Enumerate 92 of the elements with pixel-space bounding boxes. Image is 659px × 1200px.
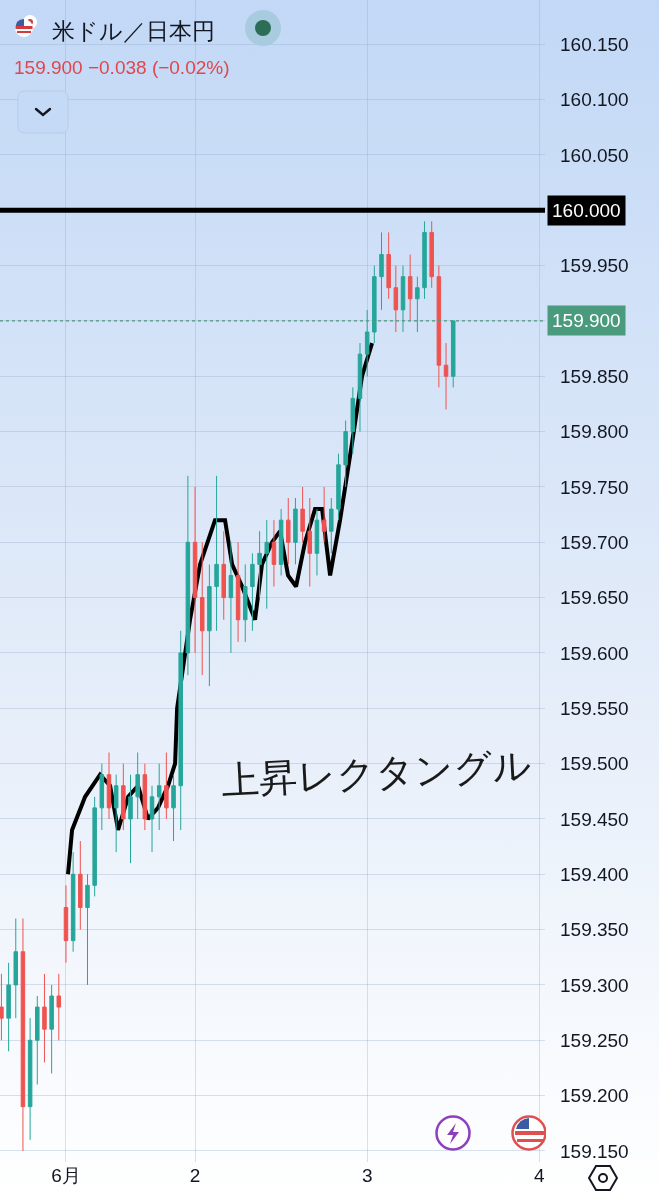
ref-line-label: 159.900 — [552, 310, 621, 331]
annotation: 上昇レクタングル — [220, 742, 532, 804]
candlestick — [164, 752, 169, 820]
candlestick — [121, 763, 126, 831]
candlestick — [286, 497, 291, 565]
candlestick — [92, 796, 97, 897]
y-tick-label: 159.650 — [560, 587, 629, 609]
y-tick-label: 160.150 — [560, 33, 629, 55]
y-tick-label: 159.550 — [560, 697, 629, 719]
candlestick — [214, 475, 219, 632]
y-tick-label: 159.450 — [560, 808, 629, 830]
y-tick-label: 159.700 — [560, 531, 629, 553]
candlestick — [386, 231, 391, 300]
candlestick — [49, 984, 54, 1074]
candlestick — [278, 508, 284, 576]
candlestick — [128, 774, 133, 864]
candlestick — [307, 497, 313, 588]
candlestick — [27, 1017, 33, 1141]
candlestick — [20, 918, 26, 1152]
candlestick — [372, 265, 377, 344]
y-tick-label: 159.300 — [560, 974, 629, 996]
candlestick — [42, 973, 47, 1063]
candlestick — [56, 973, 62, 1041]
y-tick-label: 159.850 — [560, 365, 629, 387]
y-tick-label: 160.100 — [560, 89, 629, 111]
candlestick — [293, 497, 298, 565]
candlestick — [264, 519, 270, 610]
y-tick-label: 159.800 — [560, 421, 629, 443]
candlestick — [156, 763, 162, 831]
y-tick-label: 159.200 — [560, 1085, 629, 1107]
y-tick-label: 160.050 — [560, 144, 629, 166]
y-tick-label: 159.600 — [560, 642, 629, 664]
y-tick-label: 159.750 — [560, 476, 629, 498]
candlestick — [207, 563, 212, 687]
candlestick — [450, 320, 456, 388]
candlestick — [443, 342, 449, 410]
candlestick — [13, 918, 19, 1019]
candlestick — [400, 265, 406, 333]
candlestick — [142, 763, 148, 831]
candlestick — [228, 541, 234, 654]
candlestick — [350, 386, 356, 455]
x-tick-label: 3 — [361, 1165, 373, 1186]
candlestick — [329, 497, 334, 554]
candlestick — [113, 774, 119, 853]
candlestick — [0, 973, 4, 1041]
candlestick — [271, 519, 277, 588]
candlestick — [135, 752, 140, 820]
candlestick — [250, 552, 255, 632]
candlestick — [242, 563, 248, 643]
candlestick — [235, 541, 241, 643]
candlestick — [300, 486, 305, 543]
y-tick-label: 159.400 — [560, 863, 629, 885]
candlestick — [78, 840, 83, 931]
candlestick — [6, 962, 11, 1052]
candlestick — [35, 995, 40, 1086]
candlestick — [149, 785, 155, 853]
candlestick — [63, 884, 69, 964]
x-tick-label: 2 — [189, 1165, 201, 1186]
candlestick — [106, 752, 112, 820]
candlestick — [407, 254, 413, 322]
candlestick — [314, 508, 320, 576]
text: 159.900 −0.038 (−0.02%) — [14, 57, 230, 79]
candlestick — [336, 453, 341, 521]
candlestick — [192, 486, 198, 654]
candlestick — [70, 851, 76, 953]
candlestick — [85, 873, 90, 986]
candlestick — [357, 342, 363, 433]
candlestick — [178, 630, 183, 831]
x-tick-label: 6月 — [51, 1165, 81, 1186]
candlestick — [185, 475, 191, 676]
candlestick — [415, 276, 420, 333]
candlestick — [343, 420, 348, 488]
y-tick-label: 159.350 — [560, 919, 629, 941]
y-tick-label: 159.250 — [560, 1029, 629, 1051]
candlestick — [199, 541, 205, 676]
candlestick — [422, 220, 427, 300]
candlestick — [221, 530, 226, 621]
candlestick — [321, 486, 327, 543]
y-tick-label: 159.150 — [560, 1140, 629, 1162]
candlestick — [429, 220, 434, 289]
y-tick-label: 159.950 — [560, 255, 629, 277]
ref-line-label: 160.000 — [552, 200, 621, 221]
candlestick — [364, 309, 370, 377]
candlestick — [99, 763, 105, 831]
y-tick-label: 159.500 — [560, 753, 629, 775]
candlestick — [257, 530, 262, 599]
text: 米ドル／日本円 — [52, 17, 215, 46]
candlestick — [171, 774, 176, 842]
x-tick-label: 4 — [533, 1165, 545, 1186]
candlestick — [379, 231, 384, 311]
candlestick — [393, 265, 399, 333]
candlestick — [436, 265, 442, 388]
